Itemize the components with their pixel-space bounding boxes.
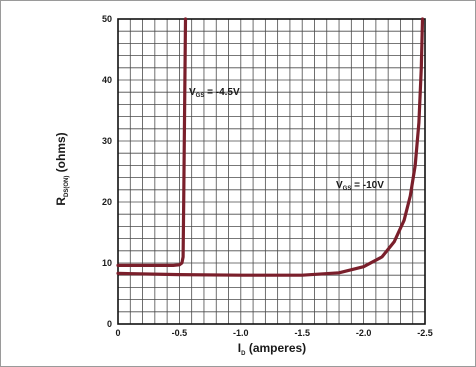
series-line-vgs-10v <box>116 17 425 277</box>
y-tick-label: 10 <box>102 258 112 268</box>
y-tick-label: 50 <box>102 14 112 24</box>
x-tick-label: -1.5 <box>294 328 310 338</box>
x-tick-label: -2.0 <box>356 328 372 338</box>
y-tick-labels: 0 10 20 30 40 50 <box>102 14 112 329</box>
x-tick-label: -2.5 <box>417 328 433 338</box>
x-tick-label: -0.5 <box>172 328 188 338</box>
y-tick-label: 30 <box>102 136 112 146</box>
x-tick-label: -1.0 <box>233 328 249 338</box>
x-tick-label: 0 <box>115 328 120 338</box>
y-tick-label: 0 <box>107 319 112 329</box>
x-axis-label: ID (amperes) <box>238 341 306 357</box>
vgs-4-5v-annotation: VGS = -4.5V <box>189 87 240 99</box>
series-line-vgs-4-5v <box>116 17 188 267</box>
plot-border <box>117 18 426 325</box>
axes <box>117 18 426 325</box>
series-lines <box>116 17 425 277</box>
grid <box>117 18 426 325</box>
y-tick-label: 40 <box>102 75 112 85</box>
y-axis-label: RDS(ON) (ohms) <box>54 132 70 205</box>
vgs-10v-annotation: VGS = -10V <box>336 180 384 192</box>
x-tick-labels: 0 -0.5 -1.0 -1.5 -2.0 -2.5 <box>115 328 432 338</box>
y-tick-label: 20 <box>102 197 112 207</box>
